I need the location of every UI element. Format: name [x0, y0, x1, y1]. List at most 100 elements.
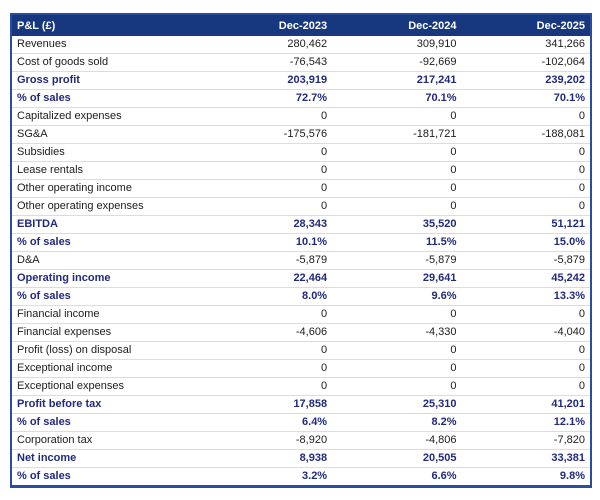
value-cell: 0 — [332, 143, 462, 162]
value-cell: 0 — [461, 377, 591, 396]
value-cell: 0 — [332, 179, 462, 198]
value-cell: 8.0% — [202, 287, 333, 306]
row-label: % of sales — [11, 413, 203, 432]
value-cell: 6.4% — [202, 413, 333, 432]
table-row: Capitalized expenses 0 0 0 — [11, 107, 591, 126]
column-header-dec-2024: Dec-2024 — [332, 14, 462, 36]
value-cell: 25,310 — [332, 395, 462, 414]
table-row: Financial income 0 0 0 — [11, 305, 591, 324]
value-cell: 0 — [202, 197, 333, 216]
value-cell: 203,919 — [202, 71, 333, 90]
value-cell: 0 — [332, 107, 462, 126]
value-cell: 35,520 — [332, 215, 462, 234]
value-cell: 0 — [461, 161, 591, 180]
row-label: Profit (loss) on disposal — [11, 341, 203, 360]
row-label: Net income — [11, 449, 203, 468]
value-cell: 0 — [461, 197, 591, 216]
value-cell: 217,241 — [332, 71, 462, 90]
value-cell: -5,879 — [202, 251, 333, 270]
row-label: Gross profit — [11, 71, 203, 90]
table-row: D&A -5,879 -5,879 -5,879 — [11, 251, 591, 270]
value-cell: 70.1% — [332, 89, 462, 108]
value-cell: -76,543 — [202, 53, 333, 72]
column-header-dec-2023: Dec-2023 — [202, 14, 333, 36]
table-row: Subsidies 0 0 0 — [11, 143, 591, 162]
row-label: Profit before tax — [11, 395, 203, 414]
value-cell: -5,879 — [332, 251, 462, 270]
value-cell: 0 — [332, 161, 462, 180]
row-label: % of sales — [11, 89, 203, 108]
pnl-table-container: P&L (£) Dec-2023 Dec-2024 Dec-2025 Reven… — [10, 13, 592, 488]
table-row: Net income 8,938 20,505 33,381 — [11, 449, 591, 468]
table-row: % of sales 8.0% 9.6% 13.3% — [11, 287, 591, 306]
table-row: Lease rentals 0 0 0 — [11, 161, 591, 180]
header-row: P&L (£) Dec-2023 Dec-2024 Dec-2025 — [11, 14, 591, 36]
table-row: Exceptional income 0 0 0 — [11, 359, 591, 378]
value-cell: 70.1% — [461, 89, 591, 108]
value-cell: 10.1% — [202, 233, 333, 252]
value-cell: 0 — [461, 179, 591, 198]
value-cell: 239,202 — [461, 71, 591, 90]
value-cell: 0 — [332, 305, 462, 324]
value-cell: 12.1% — [461, 413, 591, 432]
value-cell: 11.5% — [332, 233, 462, 252]
value-cell: 15.0% — [461, 233, 591, 252]
row-label: % of sales — [17, 470, 71, 482]
table-row: EBITDA 28,343 35,520 51,121 — [11, 215, 591, 234]
value-cell: -92,669 — [332, 53, 462, 72]
row-label: Cost of goods sold — [11, 53, 203, 72]
column-header-pnl-currency: P&L (£) — [11, 14, 203, 36]
pnl-table-body: Revenues 280,462 309,910 341,266 Cost of goo… — [11, 36, 591, 487]
row-label: % of sales — [11, 287, 203, 306]
table-row: % of sales 6.4% 8.2% 12.1% — [11, 413, 591, 432]
value-cell: -188,081 — [461, 125, 591, 144]
value-cell: 8.2% — [332, 413, 462, 432]
value-cell: 51,121 — [461, 215, 591, 234]
value-cell: 20,505 — [332, 449, 462, 468]
value-cell: 17,858 — [202, 395, 333, 414]
value-cell: 0 — [461, 305, 591, 324]
value-cell: 9.6% — [332, 287, 462, 306]
value-cell: 0 — [202, 377, 333, 396]
row-label: Other operating expenses — [11, 197, 203, 216]
value-cell: 33,381 — [461, 449, 591, 468]
row-label: Corporation tax — [11, 431, 203, 450]
value-cell: 341,266 — [461, 36, 591, 54]
table-row: Cost of goods sold -76,543 -92,669 -102,064 — [11, 53, 591, 72]
value-cell: 0 — [461, 143, 591, 162]
value-cell: 0 — [202, 179, 333, 198]
table-row: Profit (loss) on disposal 0 0 0 — [11, 341, 591, 360]
value-cell: 0 — [202, 143, 333, 162]
value-cell: 45,242 — [461, 269, 591, 288]
value-cell: 9.8% — [559, 470, 585, 482]
value-cell: 22,464 — [202, 269, 333, 288]
value-cell: 0 — [461, 359, 591, 378]
table-row: Financial expenses -4,606 -4,330 -4,040 — [11, 323, 591, 342]
pnl-table-header: P&L (£) Dec-2023 Dec-2024 Dec-2025 — [11, 14, 591, 36]
value-cell: 0 — [332, 377, 462, 396]
value-cell: 41,201 — [461, 395, 591, 414]
table-row: Revenues 280,462 309,910 341,266 — [11, 36, 591, 54]
value-cell: -4,040 — [461, 323, 591, 342]
value-cell: 0 — [202, 305, 333, 324]
table-row: Other operating income 0 0 0 — [11, 179, 591, 198]
table-row: Other operating expenses 0 0 0 — [11, 197, 591, 216]
table-row: Corporation tax -8,920 -4,806 -7,820 — [11, 431, 591, 450]
value-cell: 309,910 — [332, 36, 462, 54]
row-label: Subsidies — [11, 143, 203, 162]
value-cell: -4,330 — [332, 323, 462, 342]
table-row: % of sales 3.2% 6.6% 9.8% — [11, 468, 591, 487]
value-cell: 28,343 — [202, 215, 333, 234]
value-cell: -5,879 — [461, 251, 591, 270]
row-label: EBITDA — [11, 215, 203, 234]
column-header-dec-2025: Dec-2025 — [461, 14, 591, 36]
value-cell: -181,721 — [332, 125, 462, 144]
row-label: Exceptional income — [11, 359, 203, 378]
table-row: Gross profit 203,919 217,241 239,202 — [11, 71, 591, 90]
row-label: Financial income — [11, 305, 203, 324]
pnl-table: P&L (£) Dec-2023 Dec-2024 Dec-2025 Reven… — [10, 13, 592, 488]
value-cell: -175,576 — [202, 125, 333, 144]
value-cell: -4,806 — [332, 431, 462, 450]
row-label: Capitalized expenses — [11, 107, 203, 126]
table-row: SG&A -175,576 -181,721 -188,081 — [11, 125, 591, 144]
